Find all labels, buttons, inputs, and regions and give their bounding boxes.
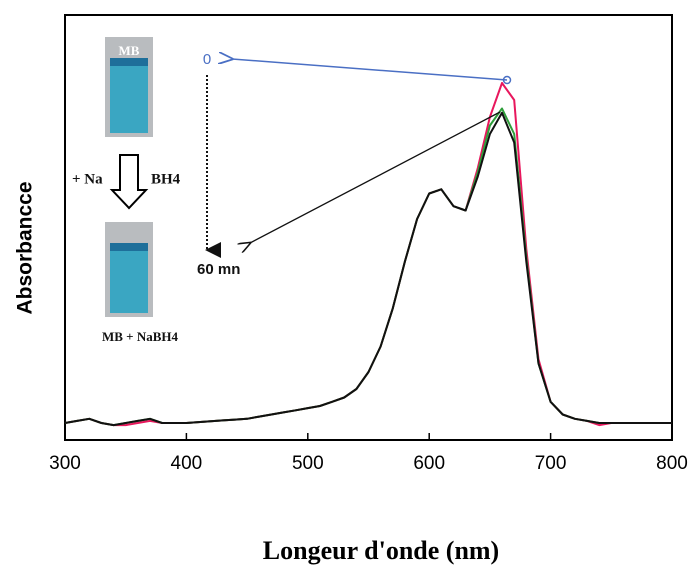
cuvette-top: [105, 37, 153, 137]
x-tick-label: 300: [49, 453, 81, 474]
y-axis-label: Absorbancce: [14, 181, 37, 314]
annotation: MB + NaBH4: [102, 329, 179, 344]
start-arrow: [232, 59, 508, 81]
cuvette-bottom: [105, 222, 153, 317]
spectrum-line: [64, 82, 672, 427]
plot-frame: [64, 14, 673, 441]
x-tick-label: 600: [413, 453, 445, 474]
spectrum-line: [64, 107, 672, 427]
reaction-arrow: [109, 154, 149, 210]
spectrum-line: [64, 111, 672, 427]
annotation: BH4: [151, 171, 181, 187]
annotation: 60 mn: [197, 261, 240, 278]
x-tick-label: 500: [292, 453, 324, 474]
x-tick-label: 800: [656, 453, 688, 474]
x-tick-label: 400: [171, 453, 203, 474]
peak-marker: [502, 75, 512, 85]
x-tick-label: 700: [535, 453, 567, 474]
annotation: MB: [119, 43, 140, 58]
annotation: + Na: [72, 171, 103, 187]
end-arrow: [250, 111, 501, 243]
annotation: 0: [203, 51, 211, 68]
x-axis-label: Longeur d'onde (nm): [263, 536, 499, 565]
